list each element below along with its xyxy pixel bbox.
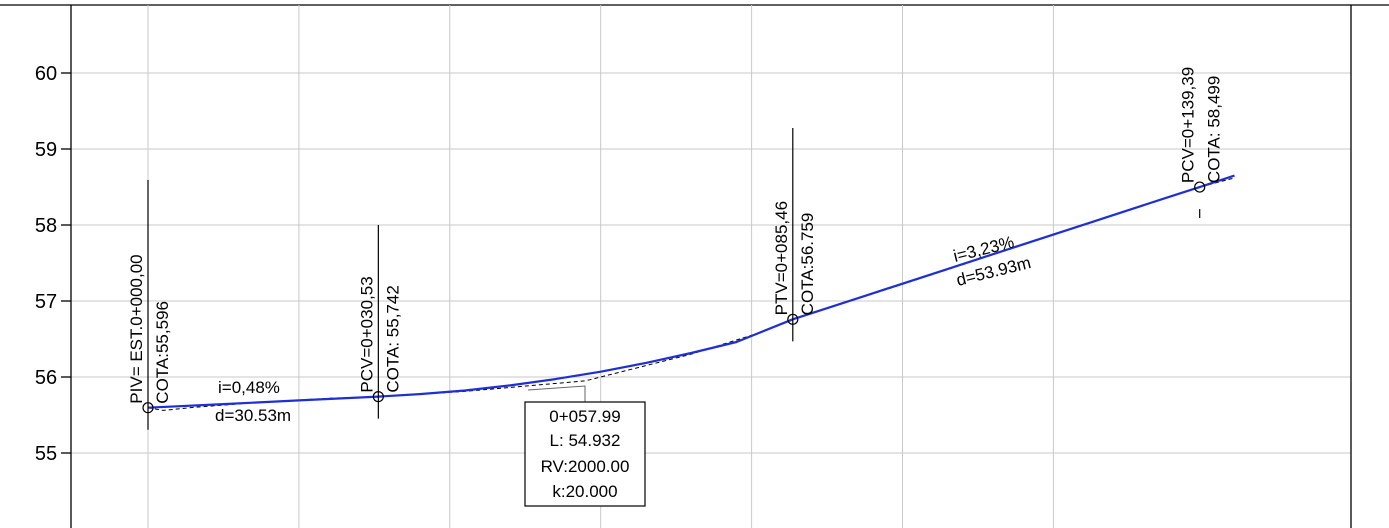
station-point-0 <box>142 402 154 414</box>
station-elevation-1: COTA: 55,742 <box>383 285 402 392</box>
curve-length: L: 54.932 <box>550 431 621 450</box>
station-elevation-0: COTA:55,596 <box>153 301 172 404</box>
slope-annotation-1: i=0,48% d=30.53m <box>215 378 291 425</box>
curve-info-box <box>524 401 646 507</box>
curve-k-value: k:20.000 <box>552 482 617 501</box>
station-label-3: PCV=0+139,39 <box>1179 67 1198 183</box>
station-elevation-2: COTA:56.759 <box>798 213 817 316</box>
series-profile-line <box>147 174 1235 409</box>
y-axis-ticks: 55 56 57 58 59 60 <box>35 63 71 465</box>
curve-radius: RV:2000.00 <box>541 457 630 476</box>
station-elevation-3: COTA: 58,499 <box>1205 76 1224 183</box>
y-tick-label-3: 58 <box>35 215 57 237</box>
series-layer <box>147 174 1235 411</box>
y-tick-label-4: 59 <box>35 139 57 161</box>
vertical-curve-callout: 0+057.99 L: 54.932 RV:2000.00 k:20.000 <box>524 385 646 507</box>
station-label-1: PCV=0+030,53 <box>357 276 376 392</box>
station-label-2: PTV=0+085,46 <box>772 201 791 315</box>
y-tick-label-5: 60 <box>35 63 57 85</box>
grid <box>71 5 1351 528</box>
station-point-2 <box>787 313 799 325</box>
station-markers: PIV= EST.0+000,00 COTA:55,596 PCV=0+030,53… <box>127 67 1224 430</box>
slope-grade-1: i=0,48% <box>218 378 280 397</box>
station-point-3 <box>1194 181 1206 193</box>
station-point-1 <box>372 391 384 403</box>
curve-station: 0+057.99 <box>549 407 620 426</box>
callout-leader <box>527 385 586 402</box>
slope-distance-1: d=30.53m <box>215 406 291 425</box>
y-tick-label-0: 55 <box>35 443 57 465</box>
y-tick-label-2: 57 <box>35 291 57 313</box>
y-tick-label-1: 56 <box>35 367 57 389</box>
station-label-0: PIV= EST.0+000,00 <box>127 254 146 403</box>
